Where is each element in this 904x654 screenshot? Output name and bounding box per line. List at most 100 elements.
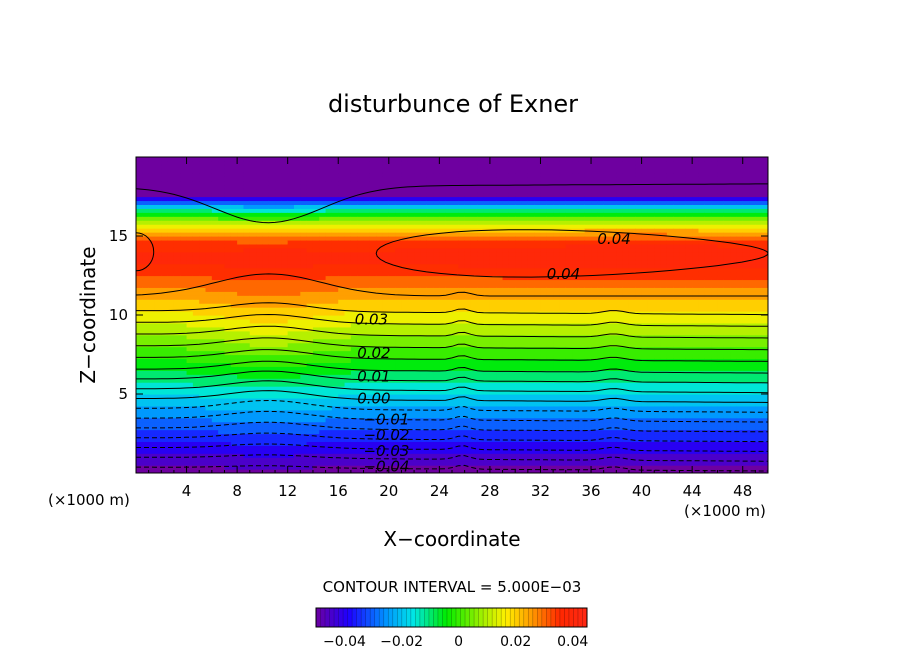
contour-cell	[136, 374, 143, 379]
contour-cell	[287, 208, 295, 213]
contour-cell	[230, 445, 238, 450]
contour-cell	[256, 160, 263, 166]
contour-cell	[426, 279, 434, 284]
contour-cell	[433, 425, 440, 431]
contour-cell	[338, 275, 346, 281]
contour-cell	[521, 267, 529, 273]
contour-cell	[294, 216, 301, 221]
contour-cell	[319, 188, 327, 194]
contour-cell	[199, 232, 207, 237]
contour-cell	[357, 394, 365, 399]
contour-cell	[470, 180, 478, 186]
contour-cell	[142, 401, 150, 407]
contour-cell	[369, 401, 377, 407]
contour-cell	[515, 382, 523, 387]
contour-cell	[515, 417, 523, 423]
contour-cell	[186, 453, 194, 458]
contour-cell	[211, 409, 219, 415]
contour-cell	[502, 390, 510, 395]
contour-cell	[489, 303, 497, 308]
contour-cell	[331, 358, 339, 363]
contour-cell	[154, 267, 162, 273]
contour-cell	[527, 378, 535, 383]
contour-cell	[521, 449, 529, 454]
contour-cell	[312, 334, 320, 340]
contour-cell	[230, 271, 238, 277]
contour-cell	[237, 239, 245, 245]
contour-cell	[218, 303, 226, 308]
contour-cell	[180, 461, 188, 466]
contour-cell	[407, 409, 415, 415]
contour-cell	[483, 204, 491, 209]
contour-cell	[496, 232, 504, 237]
contour-cell	[249, 449, 257, 454]
contour-cell	[306, 334, 314, 340]
contour-cell	[483, 295, 491, 300]
contour-cell	[312, 172, 320, 178]
contour-cell	[262, 216, 270, 221]
contour-cell	[300, 425, 308, 431]
contour-cell	[496, 196, 504, 202]
contour-cell	[312, 255, 320, 261]
contour-cell	[433, 445, 440, 450]
contour-cell	[281, 275, 289, 281]
contour-cell	[521, 441, 529, 446]
contour-cell	[218, 445, 226, 450]
contour-cell	[268, 318, 276, 324]
contour-cell	[306, 330, 314, 336]
contour-cell	[420, 386, 428, 391]
contour-cell	[192, 220, 200, 225]
contour-cell	[458, 465, 466, 470]
contour-cell	[458, 350, 466, 356]
contour-cell	[249, 243, 257, 249]
contour-cell	[275, 334, 282, 340]
contour-cell	[420, 449, 428, 454]
contour-cell	[401, 251, 409, 257]
contour-cell	[407, 263, 415, 269]
contour-cell	[388, 204, 396, 209]
contour-cell	[275, 315, 282, 320]
contour-cell	[312, 303, 320, 308]
contour-cell	[395, 330, 403, 336]
contour-cell	[420, 315, 428, 320]
contour-cell	[218, 291, 226, 296]
contour-cell	[489, 366, 497, 371]
contour-cell	[445, 457, 453, 462]
contour-cell	[496, 204, 504, 209]
contour-cell	[388, 176, 396, 182]
contour-cell	[167, 303, 175, 308]
contour-cell	[148, 168, 156, 174]
contour-cell	[281, 216, 289, 221]
contour-cell	[173, 350, 181, 356]
contour-cell	[445, 239, 453, 245]
contour-cell	[357, 429, 365, 435]
contour-cell	[262, 291, 270, 296]
contour-cell	[388, 330, 396, 336]
contour-cell	[300, 453, 308, 458]
contour-cell	[502, 295, 510, 300]
contour-cell	[230, 188, 238, 194]
contour-cell	[521, 461, 529, 466]
contour-cell	[433, 401, 440, 407]
contour-cell	[470, 216, 478, 221]
contour-cell	[136, 157, 143, 162]
contour-cell	[426, 358, 434, 363]
contour-cell	[325, 180, 333, 186]
contour-cell	[407, 299, 415, 304]
contour-cell	[515, 303, 523, 308]
contour-cell	[401, 271, 409, 277]
contour-cell	[407, 271, 415, 277]
contour-cell	[502, 279, 510, 284]
contour-cell	[230, 413, 238, 419]
contour-cell	[344, 295, 352, 300]
contour-cell	[458, 176, 466, 182]
contour-cell	[211, 196, 219, 202]
contour-cell	[205, 271, 213, 277]
contour-cell	[300, 437, 308, 442]
contour-cell	[458, 326, 466, 332]
contour-cell	[230, 208, 238, 213]
contour-cell	[243, 390, 251, 395]
contour-cell	[218, 469, 226, 473]
contour-cell	[243, 180, 251, 186]
contour-cell	[161, 243, 169, 249]
